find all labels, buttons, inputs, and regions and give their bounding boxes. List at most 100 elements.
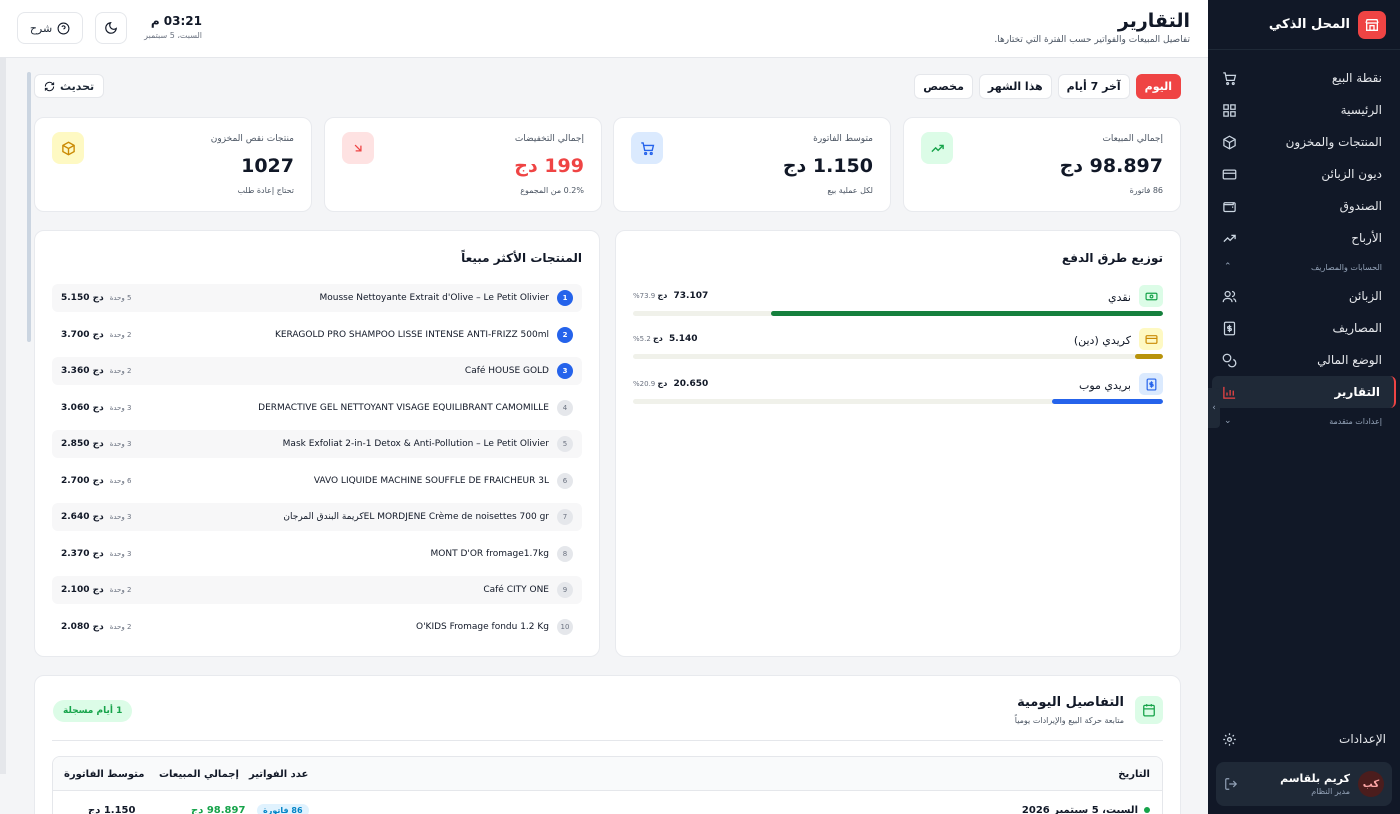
qty-value: 3: [127, 440, 132, 448]
product-name: MONT D'OR fromage1.7kg: [430, 548, 550, 559]
payment-amount: 73.107 دج 73.9%: [633, 291, 708, 301]
table-row[interactable]: السبت، 5 سبتمبر 2026: [1022, 805, 1150, 814]
product-qty: 2 وحدة: [110, 586, 132, 594]
filter-last-7-days[interactable]: آخر 7 أيام: [1057, 74, 1130, 99]
qty-value: 3: [127, 403, 132, 412]
list-item[interactable]: 7 EL MORDJENE Crème de noisettes 700 grكر…: [52, 503, 582, 531]
receipt-icon: [1223, 321, 1236, 335]
box-icon: [52, 132, 84, 164]
stat-value: 1.150 دج: [782, 155, 873, 177]
qty-unit: وحدة: [109, 513, 125, 521]
currency: دج: [92, 293, 104, 303]
arrow-down-right-icon: [342, 132, 374, 164]
list-item[interactable]: 10 O'KIDS Fromage fondu 1.2 Kg 2 وحدة دج 2.…: [52, 613, 582, 641]
payment-bar-fill: [1052, 399, 1163, 404]
list-item[interactable]: 1 Mousse Nettoyante Extrait d'Olive – Le …: [52, 284, 582, 312]
sidebar-collapse-handle[interactable]: ›: [1208, 388, 1220, 428]
product-total: دج 3.700: [61, 330, 104, 340]
grid-icon: [1223, 103, 1236, 117]
payment-name: كريدي (دين): [1073, 334, 1131, 347]
theme-toggle-button[interactable]: [95, 12, 127, 44]
list-item[interactable]: 3 Café HOUSE GOLD 2 وحدة دج 3.360: [52, 357, 582, 385]
currency: دج: [657, 379, 668, 388]
total-value: 3.060: [61, 402, 90, 413]
sidebar-item-products[interactable]: المنتجات والمخزون: [1212, 126, 1396, 158]
logout-icon[interactable]: [1224, 777, 1238, 791]
scrollbar[interactable]: [27, 72, 31, 342]
list-item[interactable]: 5 Mask Exfoliat 2-in-1 Detox & Anti-Pollu…: [52, 430, 582, 458]
payment-name: بريدي موب: [1078, 379, 1131, 392]
sidebar-nav: نقطة البيع الرئيسية المنتجات والمخزون دي…: [1208, 50, 1400, 434]
cash-icon: [1139, 285, 1163, 307]
trend-up-icon: [921, 132, 953, 164]
invoice-count-badge: 86 فاتورة: [257, 804, 309, 814]
sidebar-section-advanced[interactable]: إعدادات متقدمة ⌄: [1208, 408, 1400, 434]
payment-row-credit: كريدي (دين) 5.140 دج 5.2%: [633, 328, 1163, 362]
stat-value: 1027: [241, 155, 294, 177]
qty-value: 2: [127, 330, 132, 339]
invoices-cell: 86 فاتورة: [257, 804, 309, 814]
divider: [52, 740, 1163, 741]
moon-icon: [105, 22, 117, 34]
stat-card-low-stock: منتجات نقص المخزون 1027 تحتاج إعادة طلب: [34, 117, 312, 212]
section-title: المنتجات الأكثر مبيعاً: [461, 251, 582, 265]
total-value: 2.850: [61, 439, 90, 449]
stat-value: 98.897 دج: [1059, 155, 1163, 177]
product-name: EL MORDJENE Crème de noisettes 700 grكري…: [283, 512, 549, 522]
user-name: كريم بلقاسم: [1280, 772, 1350, 785]
stat-value: 199 دج: [514, 155, 584, 177]
daily-details-card: التفاصيل اليومية متابعة حركة البيع والإي…: [34, 675, 1181, 814]
refresh-label: تحديث: [60, 79, 95, 93]
sidebar-item-reports[interactable]: التقارير: [1212, 376, 1396, 408]
sidebar-item-debts[interactable]: ديون الزبائن: [1212, 158, 1396, 190]
sidebar-item-settings[interactable]: الإعدادات: [1212, 724, 1396, 754]
refresh-button[interactable]: تحديث: [34, 74, 105, 98]
sidebar-item-customers[interactable]: الزبائن: [1212, 280, 1396, 312]
sidebar-item-expenses[interactable]: المصاريف: [1212, 312, 1396, 344]
section-subtitle: متابعة حركة البيع والإيرادات يومياً: [1014, 716, 1124, 725]
user-card: كب كريم بلقاسم مدير النظام: [1216, 762, 1392, 806]
sidebar-section-accounts[interactable]: الحسابات والمصاريف ⌃: [1208, 254, 1400, 280]
sidebar-item-label: المنتجات والمخزون: [1285, 135, 1382, 149]
column-header[interactable]: عدد الفواتير: [249, 768, 309, 780]
top-products-card: المنتجات الأكثر مبيعاً 1 Mousse Nettoyant…: [34, 230, 600, 657]
currency: دج: [92, 402, 104, 413]
qty-value: 3: [127, 513, 132, 521]
list-item[interactable]: 9 Café CITY ONE 2 وحدة دج 2.100: [52, 576, 582, 604]
sidebar-item-financial[interactable]: الوضع المالي: [1212, 344, 1396, 376]
stat-sub: لكل عملية بيع: [827, 186, 873, 195]
sidebar-item-profits[interactable]: الأرباح: [1212, 222, 1396, 254]
trend-icon: [1223, 234, 1236, 242]
list-item[interactable]: 6 VAVO LIQUIDE MACHINE SOUFFLE DE FRAICHE…: [52, 467, 582, 495]
qty-unit: وحدة: [109, 294, 125, 302]
product-total: دج 2.700: [61, 476, 104, 486]
dollar-icon: [1139, 373, 1163, 395]
stat-card-discounts: إجمالي التخفيضات 199 دج 0.2% من المجموع: [324, 117, 602, 212]
filter-this-month[interactable]: هذا الشهر: [978, 74, 1052, 99]
product-total: دج 3.060: [61, 403, 104, 413]
explain-button[interactable]: شرح: [17, 12, 83, 44]
column-header[interactable]: التاريخ: [1118, 768, 1150, 780]
qty-unit: وحدة: [109, 403, 125, 412]
list-item[interactable]: 2 KERAGOLD PRO SHAMPOO LISSE INTENSE ANTI…: [52, 321, 582, 349]
currency: دج: [92, 439, 104, 449]
table-header: [53, 757, 1162, 791]
currency: دج: [92, 585, 104, 595]
product-qty: 2 وحدة: [110, 623, 132, 631]
sidebar-item-home[interactable]: الرئيسية: [1212, 94, 1396, 126]
filter-today[interactable]: اليوم: [1135, 74, 1181, 99]
column-header[interactable]: متوسط الفاتورة: [64, 768, 145, 780]
qty-unit: وحدة: [109, 586, 125, 594]
sidebar-item-cashbox[interactable]: الصندوق: [1212, 190, 1396, 222]
sidebar-item-pos[interactable]: نقطة البيع: [1212, 62, 1396, 94]
scroll-track: [0, 58, 6, 774]
chevron-down-icon: ⌄: [1224, 416, 1232, 426]
list-item[interactable]: 8 MONT D'OR fromage1.7kg 3 وحدة دج 2.370: [52, 540, 582, 568]
refresh-icon: [44, 81, 55, 91]
column-header[interactable]: إجمالي المبيعات: [159, 768, 239, 780]
filter-custom[interactable]: مخصص: [914, 74, 973, 99]
list-item[interactable]: 4 DERMACTIVE GEL NETTOYANT VISAGE EQUILIB…: [52, 394, 582, 422]
sidebar-item-label: الصندوق: [1339, 199, 1382, 213]
brand[interactable]: المحل الذكي: [1208, 0, 1400, 50]
help-icon: [57, 22, 70, 34]
